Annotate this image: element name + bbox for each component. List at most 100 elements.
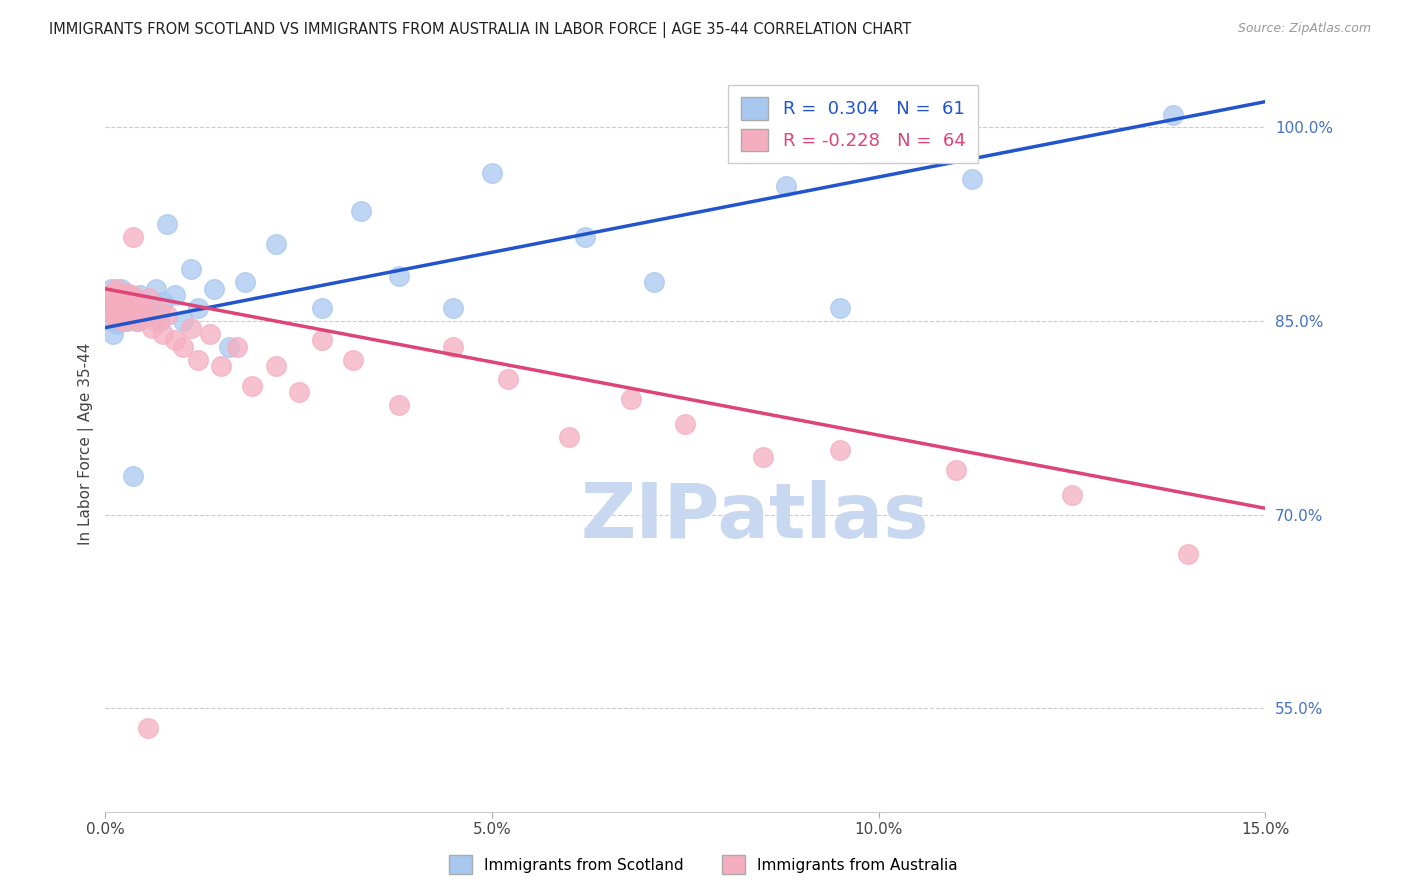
Point (172, 314, 194, 328)
Point (120, 299, 142, 313)
Point (180, 262, 202, 277)
Point (120, 308, 142, 322)
Text: IMMIGRANTS FROM SCOTLAND VS IMMIGRANTS FROM AUSTRALIA IN LABOR FORCE | AGE 35-44: IMMIGRANTS FROM SCOTLAND VS IMMIGRANTS F… (49, 22, 911, 38)
Point (264, 236, 287, 251)
Point (187, 352, 209, 367)
Point (118, 301, 141, 316)
Point (311, 301, 333, 316)
Point (129, 311, 152, 326)
Point (127, 294, 149, 309)
Point (441, 301, 464, 316)
Point (97, 294, 120, 309)
Point (121, 288, 143, 302)
Point (105, 299, 128, 313)
Point (1161, 107, 1184, 121)
Point (287, 385, 309, 400)
Point (112, 288, 135, 302)
Point (111, 299, 134, 313)
Point (121, 230, 143, 244)
Point (574, 230, 596, 244)
Point (124, 311, 146, 326)
Point (107, 301, 129, 316)
Point (127, 314, 149, 328)
Point (342, 352, 364, 367)
Point (149, 303, 172, 318)
Point (620, 392, 643, 406)
Point (112, 299, 135, 313)
Point (1062, 488, 1084, 502)
Point (108, 294, 131, 309)
Y-axis label: In Labor Force | Age 35-44: In Labor Force | Age 35-44 (79, 343, 94, 545)
Point (114, 294, 136, 309)
Point (110, 288, 132, 302)
Point (644, 276, 666, 290)
Point (349, 204, 371, 219)
Point (100, 294, 122, 309)
Point (98, 301, 121, 316)
Point (101, 308, 124, 322)
Point (211, 359, 233, 374)
Point (830, 443, 852, 458)
Point (129, 288, 152, 302)
Point (112, 314, 135, 328)
Point (135, 308, 157, 322)
Point (264, 359, 287, 374)
Point (163, 334, 186, 348)
Point (121, 469, 143, 483)
Point (141, 303, 163, 318)
Point (156, 308, 179, 322)
Point (108, 311, 131, 326)
Point (131, 299, 153, 313)
Point (100, 282, 122, 296)
Point (198, 326, 221, 341)
Point (107, 303, 129, 318)
Point (105, 282, 128, 296)
Point (496, 372, 519, 386)
Point (156, 217, 179, 231)
Point (960, 172, 983, 186)
Point (441, 340, 464, 354)
Legend: R =  0.304   N =  61, R = -0.228   N =  64: R = 0.304 N = 61, R = -0.228 N = 64 (728, 85, 979, 163)
Point (104, 301, 127, 316)
Point (311, 334, 333, 348)
Point (114, 285, 136, 300)
Point (202, 282, 225, 296)
Point (218, 340, 240, 354)
Point (103, 294, 124, 309)
Point (101, 314, 124, 328)
Point (125, 294, 148, 309)
Point (172, 340, 194, 354)
Point (388, 398, 411, 412)
Point (111, 301, 134, 316)
Point (103, 326, 124, 341)
Point (114, 294, 136, 309)
Point (122, 308, 145, 322)
Point (124, 291, 146, 305)
Point (830, 301, 852, 316)
Point (121, 291, 143, 305)
Point (481, 166, 503, 180)
Text: Source: ZipAtlas.com: Source: ZipAtlas.com (1237, 22, 1371, 36)
Point (138, 291, 160, 305)
Point (103, 291, 124, 305)
Point (149, 314, 172, 328)
Point (107, 308, 129, 322)
Point (107, 288, 129, 302)
Point (675, 417, 697, 432)
Point (388, 268, 411, 283)
Point (110, 314, 132, 328)
Point (115, 314, 138, 328)
Point (108, 311, 131, 326)
Point (104, 301, 127, 316)
Point (115, 301, 138, 316)
Point (115, 303, 138, 318)
Point (131, 301, 153, 316)
Point (233, 276, 256, 290)
Point (110, 282, 132, 296)
Point (104, 308, 127, 322)
Point (1177, 547, 1199, 561)
Point (152, 294, 174, 309)
Point (103, 285, 125, 300)
Point (152, 326, 174, 341)
Point (163, 288, 186, 302)
